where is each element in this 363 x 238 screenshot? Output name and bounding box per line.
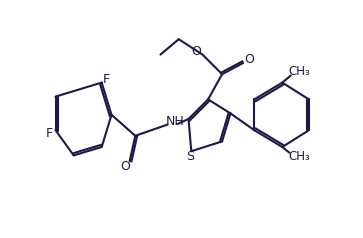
Text: CH₃: CH₃ bbox=[288, 65, 310, 78]
Text: CH₃: CH₃ bbox=[288, 150, 310, 163]
Text: O: O bbox=[191, 45, 201, 58]
Text: O: O bbox=[121, 160, 130, 173]
Text: NH: NH bbox=[166, 115, 185, 128]
Text: O: O bbox=[244, 53, 254, 66]
Text: F: F bbox=[46, 127, 53, 140]
Text: F: F bbox=[103, 73, 110, 86]
Text: S: S bbox=[186, 150, 194, 163]
